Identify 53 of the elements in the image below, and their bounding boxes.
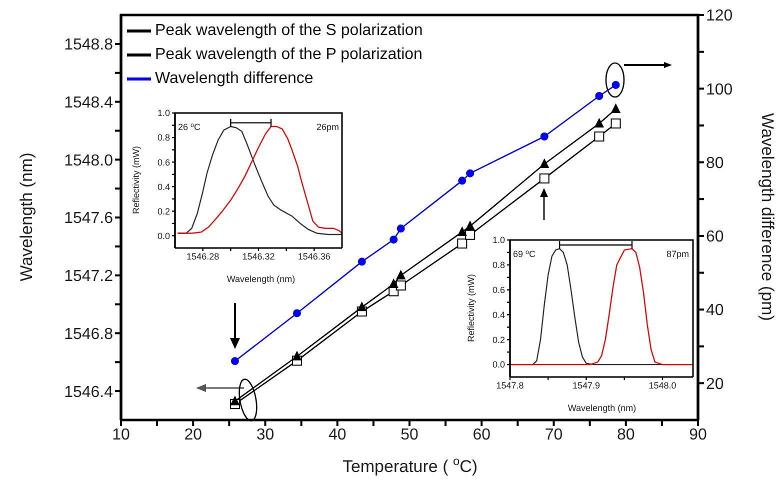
x-tick-label: 1547.8 — [496, 380, 524, 390]
y-tick-label: 0.8 — [157, 132, 170, 143]
legend-label: Peak wavelength of the P polarization — [155, 46, 422, 64]
x-tick-label: 60 — [472, 426, 491, 444]
annotation: 26pm — [316, 122, 339, 132]
y2-axis-title: Wavelength difference (pm) — [758, 113, 777, 321]
y2-tick-label: 40 — [706, 302, 724, 320]
y-tick-label: 1548.8 — [64, 36, 114, 54]
x-axis-title: Temperature ( $^{o}$C) — [342, 454, 478, 476]
x-axis-title: Wavelength (nm) — [568, 403, 636, 413]
y-tick-label: 0.8 — [492, 260, 505, 270]
x-tick-label: 30 — [256, 426, 274, 444]
y-tick-label: 0.2 — [157, 206, 170, 216]
y-tick-label: 0.4 — [157, 182, 170, 192]
x-tick-label: 1546.32 — [242, 251, 275, 262]
y-tick-label: 1546.8 — [64, 326, 114, 343]
y2-tick-label: 120 — [706, 8, 733, 25]
y-axis-title: Reflectivity (mW) — [466, 274, 476, 342]
x-tick-label: 90 — [689, 426, 707, 444]
y-tick-label: 1547.2 — [64, 268, 114, 286]
y-axis-title: Wavelength (nm) — [17, 152, 36, 282]
annotation: 87pm — [666, 249, 689, 259]
y-tick-label: 1547.6 — [64, 210, 114, 228]
legend-label: Wavelength difference — [155, 70, 314, 88]
annotation: 69 $^{o}$C — [513, 248, 536, 259]
y-tick-label: 0.4 — [492, 310, 505, 320]
x-tick-label: 1548.0 — [648, 380, 676, 390]
y-tick-label: 1.0 — [492, 235, 505, 246]
x-tick-label: 1546.28 — [186, 251, 220, 262]
y-tick-label: 0.2 — [492, 334, 505, 345]
annotation: 26 $^{o}$C — [178, 122, 202, 132]
y-tick-label: 1548.0 — [64, 152, 114, 170]
y-axis-title: Reflectivity (mW) — [131, 146, 141, 214]
x-tick-label: 40 — [328, 426, 346, 444]
y2-tick-label: 80 — [706, 154, 724, 172]
legend-label: Peak wavelength of the S polarization — [155, 22, 423, 40]
x-tick-label: 80 — [616, 426, 635, 444]
x-tick-label: 50 — [400, 426, 418, 444]
y2-tick-label: 60 — [706, 228, 724, 246]
x-tick-label: 1546.36 — [298, 251, 330, 262]
x-tick-label: 20 — [184, 426, 202, 444]
y-tick-label: 0.6 — [492, 285, 505, 296]
x-tick-label: 1547.9 — [572, 380, 600, 390]
y-tick-label: 0.6 — [157, 157, 170, 168]
y-tick-label: 0.0 — [492, 360, 505, 370]
y-tick-label: 1546.4 — [64, 384, 114, 401]
y2-tick-label: 100 — [706, 81, 733, 98]
y-tick-label: 1548.4 — [64, 94, 114, 112]
x-tick-label: 70 — [544, 426, 563, 444]
y-tick-label: 0.0 — [157, 230, 170, 241]
x-axis-title: Wavelength (nm) — [226, 274, 296, 284]
x-tick-label: 10 — [112, 426, 130, 444]
y-tick-label: 1.0 — [157, 108, 170, 118]
